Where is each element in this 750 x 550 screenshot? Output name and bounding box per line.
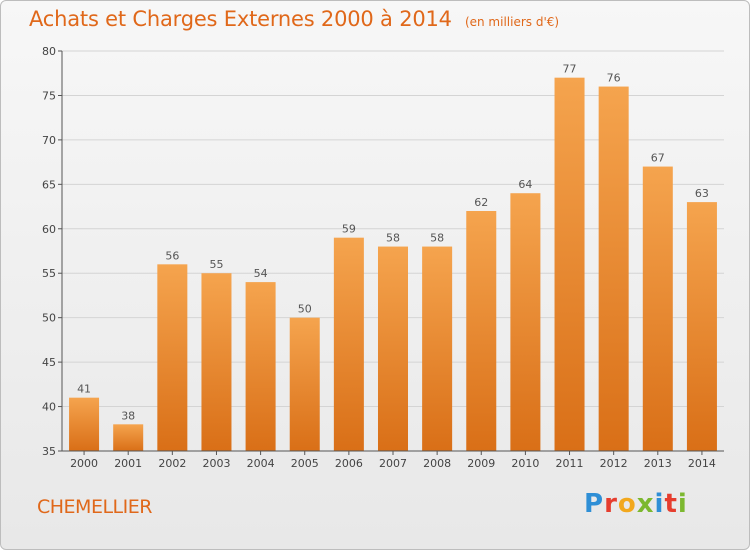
y-tick-label: 50 bbox=[42, 312, 56, 325]
axes bbox=[58, 50, 724, 455]
commune-name: CHEMELLIER bbox=[37, 496, 152, 518]
logo-letter: P bbox=[584, 489, 605, 519]
x-tick-label: 2003 bbox=[202, 457, 230, 470]
bar bbox=[289, 317, 320, 451]
y-tick-label: 80 bbox=[42, 45, 56, 58]
logo-letter: r bbox=[604, 489, 618, 519]
value-label: 62 bbox=[474, 196, 488, 209]
logo-letter: i bbox=[677, 489, 688, 519]
chart-title-block: Achats et Charges Externes 2000 à 2014 (… bbox=[29, 7, 559, 31]
bars bbox=[69, 77, 717, 452]
x-tick-label: 2014 bbox=[688, 457, 716, 470]
x-tick-label: 2006 bbox=[335, 457, 363, 470]
bar bbox=[422, 246, 453, 451]
bar bbox=[245, 282, 276, 451]
bar bbox=[554, 77, 585, 452]
x-tick-label: 2010 bbox=[511, 457, 539, 470]
y-tick-label: 65 bbox=[42, 178, 56, 191]
x-tick-label: 2004 bbox=[247, 457, 275, 470]
chart-title: Achats et Charges Externes 2000 à 2014 bbox=[29, 7, 452, 31]
y-tick-label: 45 bbox=[42, 356, 56, 369]
value-label: 58 bbox=[386, 232, 400, 245]
bar bbox=[377, 246, 408, 451]
bar bbox=[157, 264, 188, 451]
proxiti-logo: Proxiti bbox=[584, 489, 688, 519]
bar bbox=[686, 202, 717, 451]
x-tick-label: 2012 bbox=[600, 457, 628, 470]
y-tick-label: 60 bbox=[42, 223, 56, 236]
y-tick-label: 75 bbox=[42, 89, 56, 102]
bar bbox=[113, 424, 144, 451]
y-tick-label: 35 bbox=[42, 445, 56, 458]
x-tick-label: 2005 bbox=[291, 457, 319, 470]
bar bbox=[333, 237, 364, 451]
logo-letter: o bbox=[617, 489, 637, 519]
x-tick-label: 2008 bbox=[423, 457, 451, 470]
logo-letter: i bbox=[654, 489, 665, 519]
value-label: 50 bbox=[298, 303, 312, 316]
x-tick-label: 2000 bbox=[70, 457, 98, 470]
y-tick-label: 55 bbox=[42, 267, 56, 280]
bar bbox=[642, 166, 673, 451]
value-label: 55 bbox=[209, 258, 223, 271]
value-label: 56 bbox=[165, 249, 179, 262]
bar bbox=[201, 273, 232, 451]
value-label: 59 bbox=[342, 223, 356, 236]
bar bbox=[598, 86, 629, 451]
bar bbox=[466, 211, 497, 451]
value-label: 58 bbox=[430, 232, 444, 245]
chart-subtitle: (en milliers d'€) bbox=[464, 15, 560, 29]
value-label: 67 bbox=[651, 152, 665, 165]
x-tick-label: 2011 bbox=[556, 457, 584, 470]
x-tick-label: 2009 bbox=[467, 457, 495, 470]
value-label: 63 bbox=[695, 187, 709, 200]
labels: 35 40 45 50 55 60 65 70 75 80 41 2000 38 2001 56 2002 55… bbox=[42, 45, 716, 470]
bar bbox=[510, 193, 541, 451]
value-label: 54 bbox=[254, 267, 268, 280]
x-tick-label: 2002 bbox=[158, 457, 186, 470]
value-label: 64 bbox=[518, 178, 532, 191]
value-label: 41 bbox=[77, 383, 91, 396]
logo-letter: x bbox=[636, 489, 655, 519]
value-label: 77 bbox=[563, 63, 577, 76]
value-label: 76 bbox=[607, 72, 621, 85]
x-tick-label: 2007 bbox=[379, 457, 407, 470]
value-label: 38 bbox=[121, 409, 135, 422]
logo-letter: t bbox=[664, 489, 678, 519]
y-tick-label: 40 bbox=[42, 401, 56, 414]
bar bbox=[69, 397, 100, 451]
y-tick-label: 70 bbox=[42, 134, 56, 147]
x-tick-label: 2001 bbox=[114, 457, 142, 470]
x-tick-label: 2013 bbox=[644, 457, 672, 470]
